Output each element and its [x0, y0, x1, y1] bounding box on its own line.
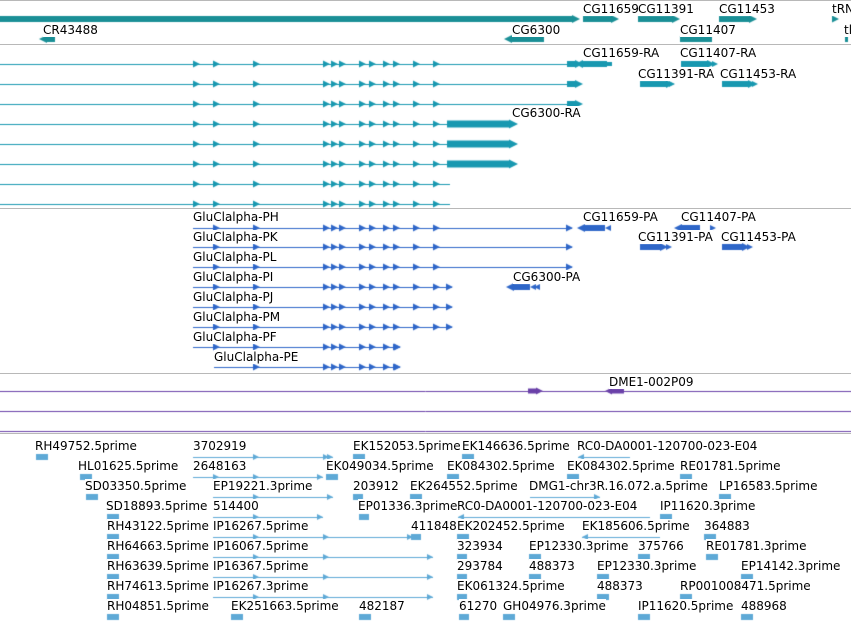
est-label[interactable]: SD18893.5prime — [106, 499, 208, 513]
est-label[interactable]: 375766 — [638, 539, 684, 553]
est-label[interactable]: 364883 — [704, 519, 750, 533]
est-label[interactable]: RH49752.5prime — [35, 439, 137, 453]
protein-label-gluclalpha-pm[interactable]: GluClalpha-PM — [193, 310, 281, 324]
est-label[interactable]: IP16267.3prime — [213, 579, 309, 593]
protein-label-gluclalpha-pj[interactable]: GluClalpha-PJ — [193, 290, 274, 304]
est-label[interactable]: 411848 — [411, 519, 457, 533]
est-label[interactable]: RE01781.3prime — [706, 539, 807, 553]
est-label[interactable]: 514400 — [213, 499, 259, 513]
est-label[interactable]: RE01781.5prime — [680, 459, 781, 473]
protein-label-gluclalpha-pe[interactable]: GluClalpha-PE — [214, 350, 299, 364]
est-label[interactable]: IP16067.5prime — [213, 539, 309, 553]
est-label[interactable]: 2648163 — [193, 459, 247, 473]
protein-label-cg6300-pa[interactable]: CG6300-PA — [513, 270, 581, 284]
est-label[interactable]: EK049034.5prime — [326, 459, 434, 473]
est-label[interactable]: RH63639.5prime — [107, 559, 209, 573]
est-label[interactable]: EP01336.3prime — [358, 499, 458, 513]
est-label[interactable]: RC0-DA0001-120700-023-E04 — [577, 439, 758, 453]
gene-label-cg11391[interactable]: CG11391 — [638, 2, 694, 16]
est-label[interactable]: EK202452.5prime — [457, 519, 565, 533]
est-label[interactable]: 61270 — [459, 599, 498, 613]
transcript-label-cg11391-ra[interactable]: CG11391-RA — [638, 67, 715, 81]
transcript-label-cg6300-ra[interactable]: CG6300-RA — [512, 106, 581, 120]
est-label[interactable]: 293784 — [457, 559, 503, 573]
transcript-label-cg11659-ra[interactable]: CG11659-RA — [583, 46, 660, 60]
gene-label-cg11407[interactable]: CG11407 — [680, 23, 736, 37]
est-label[interactable]: IP16267.5prime — [213, 519, 309, 533]
est-label[interactable]: RH74613.5prime — [107, 579, 209, 593]
est-label[interactable]: EK084302.5prime — [567, 459, 675, 473]
gene-label-tl[interactable]: tl — [844, 23, 851, 37]
est-label[interactable]: EK152053.5prime — [353, 439, 461, 453]
protein-label-cg11453-pa[interactable]: CG11453-PA — [721, 230, 796, 244]
est-label[interactable]: EK061324.5prime — [457, 579, 565, 593]
est-label[interactable]: IP11620.3prime — [660, 499, 756, 513]
est-label[interactable]: 488373 — [529, 559, 575, 573]
est-label[interactable]: EP12330.3prime — [597, 559, 697, 573]
est-label[interactable]: RH64663.5prime — [107, 539, 209, 553]
est-label[interactable]: EP12330.3prime — [529, 539, 629, 553]
est-label[interactable]: 3702919 — [193, 439, 247, 453]
est-label[interactable]: IP16367.5prime — [213, 559, 309, 573]
gene-label-cg6300[interactable]: CG6300 — [512, 23, 561, 37]
gene-label-trn[interactable]: tRN — [832, 2, 851, 16]
est-label[interactable]: EK264552.5prime — [410, 479, 518, 493]
transcript-label-cg11407-ra[interactable]: CG11407-RA — [680, 46, 757, 60]
protein-label-gluclalpha-pi[interactable]: GluClalpha-PI — [193, 270, 274, 284]
est-label[interactable]: 488968 — [741, 599, 787, 613]
est-label[interactable]: HL01625.5prime — [78, 459, 179, 473]
est-label[interactable]: 323934 — [457, 539, 503, 553]
est-label[interactable]: IP11620.5prime — [638, 599, 734, 613]
protein-label-cg11407-pa[interactable]: CG11407-PA — [681, 210, 756, 224]
est-label[interactable]: 482187 — [359, 599, 405, 613]
gene-label-cg11453[interactable]: CG11453 — [719, 2, 775, 16]
transcript-label-cg11453-ra[interactable]: CG11453-RA — [720, 67, 797, 81]
est-label[interactable]: LP16583.5prime — [719, 479, 818, 493]
est-label[interactable]: SD03350.5prime — [85, 479, 187, 493]
est-label[interactable]: GH04976.3prime — [503, 599, 606, 613]
clone-label-dme1-002p09[interactable]: DME1-002P09 — [609, 375, 694, 389]
protein-label-gluclalpha-pk[interactable]: GluClalpha-PK — [193, 230, 278, 244]
protein-label-cg11391-pa[interactable]: CG11391-PA — [638, 230, 713, 244]
protein-label-gluclalpha-pl[interactable]: GluClalpha-PL — [193, 250, 277, 264]
gene-label-cr43488[interactable]: CR43488 — [43, 23, 98, 37]
est-label[interactable]: EK084302.5prime — [447, 459, 555, 473]
est-label[interactable]: RP001008471.5prime — [680, 579, 811, 593]
protein-label-gluclalpha-pf[interactable]: GluClalpha-PF — [193, 330, 277, 344]
est-label[interactable]: DMG1-chr3R.16.072.a.5prime — [529, 479, 708, 493]
est-label[interactable]: EK251663.5prime — [231, 599, 339, 613]
est-label[interactable]: 203912 — [353, 479, 399, 493]
protein-label-gluclalpha-ph[interactable]: GluClalpha-PH — [193, 210, 279, 224]
est-label[interactable]: RH43122.5prime — [107, 519, 209, 533]
est-label[interactable]: EP19221.3prime — [213, 479, 313, 493]
gene-label-cg11659[interactable]: CG11659 — [583, 2, 639, 16]
est-label[interactable]: EK185606.5prime — [582, 519, 690, 533]
est-label[interactable]: EP14142.3prime — [741, 559, 841, 573]
protein-label-cg11659-pa[interactable]: CG11659-PA — [583, 210, 658, 224]
est-label[interactable]: 488373 — [597, 579, 643, 593]
est-label[interactable]: RC0-DA0001-120700-023-E04 — [457, 499, 638, 513]
est-label[interactable]: RH04851.5prime — [107, 599, 209, 613]
est-label[interactable]: EK146636.5prime — [462, 439, 570, 453]
